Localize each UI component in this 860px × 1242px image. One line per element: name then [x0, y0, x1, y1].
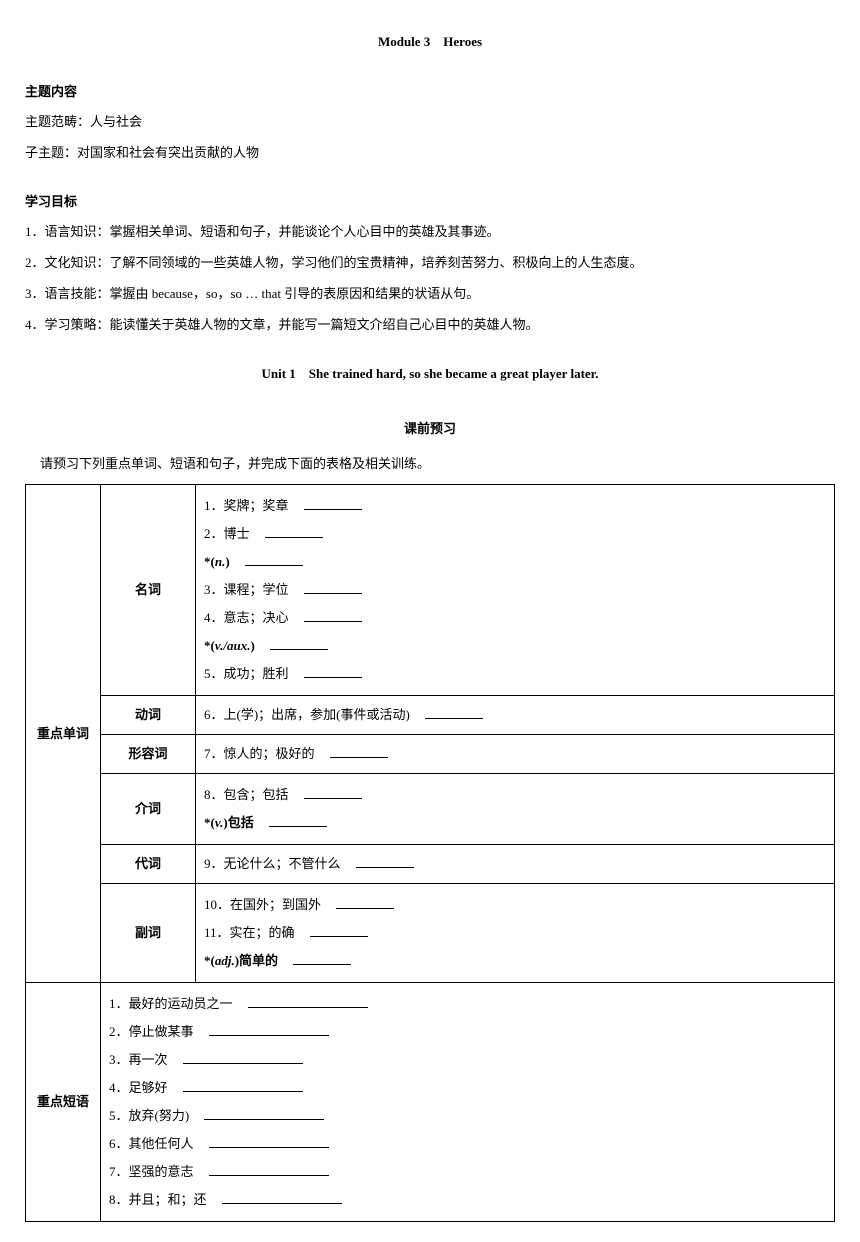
fill-blank[interactable]	[245, 552, 303, 566]
prep-item: 8．包含；包括	[204, 787, 302, 802]
theme-scope-label: 主题范畴：	[25, 114, 90, 129]
fill-blank[interactable]	[304, 664, 362, 678]
adv-item: 10．在国外；到国外	[204, 897, 334, 912]
fill-blank[interactable]	[183, 1078, 303, 1092]
fill-blank[interactable]	[183, 1050, 303, 1064]
fill-blank[interactable]	[270, 636, 328, 650]
noun-item: 1．奖牌；奖章	[204, 498, 302, 513]
noun-item: 3．课程；学位	[204, 582, 302, 597]
prep-label-cell: 介词	[101, 774, 196, 845]
theme-sub-label: 子主题：	[25, 145, 77, 160]
theme-sub-text: 对国家和社会有突出贡献的人物	[77, 145, 259, 160]
theme-scope-line: 主题范畴：人与社会	[25, 110, 835, 135]
fill-blank[interactable]	[304, 785, 362, 799]
note-italic: adj.	[215, 953, 235, 968]
objective-item: 4．学习策略：能读懂关于英雄人物的文章，并能写一篇短文介绍自己心目中的英雄人物。	[25, 313, 835, 338]
adv-item: 11．实在；的确	[204, 925, 308, 940]
adv-label-cell: 副词	[101, 884, 196, 983]
phrase-item: 8．并且；和；还	[109, 1192, 220, 1207]
phrase-item: 4．足够好	[109, 1080, 181, 1095]
adj-item: 7．惊人的；极好的	[204, 746, 328, 761]
noun-item: 4．意志；决心	[204, 610, 302, 625]
fill-blank[interactable]	[265, 524, 323, 538]
noun-items-cell: 1．奖牌；奖章 2．博士 *(n.) 3．课程；学位 4．意志；决心 *(v./…	[196, 485, 835, 696]
note-post: )简单的	[235, 953, 291, 968]
fill-blank[interactable]	[209, 1162, 329, 1176]
fill-blank[interactable]	[248, 994, 368, 1008]
note-pre: *(	[204, 815, 215, 830]
note-pre: *(	[204, 638, 215, 653]
phrase-header-cell: 重点短语	[26, 983, 101, 1222]
adj-label-cell: 形容词	[101, 735, 196, 774]
fill-blank[interactable]	[304, 496, 362, 510]
pron-item: 9．无论什么；不管什么	[204, 856, 354, 871]
theme-heading: 主题内容	[25, 80, 835, 105]
phrase-item: 6．其他任何人	[109, 1136, 207, 1151]
pron-items-cell: 9．无论什么；不管什么	[196, 845, 835, 884]
theme-sub-line: 子主题：对国家和社会有突出贡献的人物	[25, 141, 835, 166]
objective-item: 2．文化知识：了解不同领域的一些英雄人物，学习他们的宝贵精神，培养刻苦努力、积极…	[25, 251, 835, 276]
note-italic: n.	[215, 554, 225, 569]
objectives-heading: 学习目标	[25, 190, 835, 215]
fill-blank[interactable]	[222, 1190, 342, 1204]
fill-blank[interactable]	[356, 854, 414, 868]
objectives-list: 1．语言知识：掌握相关单词、短语和句子，并能谈论个人心目中的英雄及其事迹。 2．…	[25, 220, 835, 337]
module-title: Module 3 Heroes	[25, 30, 835, 55]
noun-item: 2．博士	[204, 526, 263, 541]
preview-instruction: 请预习下列重点单词、短语和句子，并完成下面的表格及相关训练。	[25, 452, 835, 477]
adv-items-cell: 10．在国外；到国外 11．实在；的确 *(adj.)简单的	[196, 884, 835, 983]
note-pre: *(	[204, 953, 215, 968]
fill-blank[interactable]	[425, 705, 483, 719]
fill-blank[interactable]	[269, 813, 327, 827]
verb-item: 6．上(学)；出席，参加(事件或活动)	[204, 707, 423, 722]
objective-item: 3．语言技能：掌握由 because，so，so … that 引导的表原因和结…	[25, 282, 835, 307]
preview-title: 课前预习	[25, 417, 835, 442]
phrase-item: 3．再一次	[109, 1052, 181, 1067]
phrase-item: 7．坚强的意志	[109, 1164, 207, 1179]
fill-blank[interactable]	[310, 923, 368, 937]
preview-table: 重点单词 名词 1．奖牌；奖章 2．博士 *(n.) 3．课程；学位 4．意志；…	[25, 484, 835, 1222]
fill-blank[interactable]	[330, 744, 388, 758]
phrase-items-cell: 1．最好的运动员之一 2．停止做某事 3．再一次 4．足够好 5．放弃(努力) …	[101, 983, 835, 1222]
verb-items-cell: 6．上(学)；出席，参加(事件或活动)	[196, 696, 835, 735]
pron-label-cell: 代词	[101, 845, 196, 884]
prep-items-cell: 8．包含；包括 *(v.)包括	[196, 774, 835, 845]
fill-blank[interactable]	[209, 1134, 329, 1148]
note-post: )	[225, 554, 242, 569]
note-post: )	[250, 638, 267, 653]
note-italic: v./aux.	[215, 638, 251, 653]
note-pre: *(	[204, 554, 215, 569]
unit-title: Unit 1 She trained hard, so she became a…	[25, 362, 835, 387]
fill-blank[interactable]	[293, 951, 351, 965]
vocab-header-cell: 重点单词	[26, 485, 101, 983]
fill-blank[interactable]	[209, 1022, 329, 1036]
fill-blank[interactable]	[304, 580, 362, 594]
fill-blank[interactable]	[336, 895, 394, 909]
fill-blank[interactable]	[304, 608, 362, 622]
noun-item: 5．成功；胜利	[204, 666, 302, 681]
fill-blank[interactable]	[204, 1106, 324, 1120]
verb-label-cell: 动词	[101, 696, 196, 735]
noun-label-cell: 名词	[101, 485, 196, 696]
phrase-item: 1．最好的运动员之一	[109, 996, 246, 1011]
note-post: )包括	[223, 815, 266, 830]
theme-scope-text: 人与社会	[90, 114, 142, 129]
phrase-item: 2．停止做某事	[109, 1024, 207, 1039]
objective-item: 1．语言知识：掌握相关单词、短语和句子，并能谈论个人心目中的英雄及其事迹。	[25, 220, 835, 245]
phrase-item: 5．放弃(努力)	[109, 1108, 202, 1123]
adj-items-cell: 7．惊人的；极好的	[196, 735, 835, 774]
